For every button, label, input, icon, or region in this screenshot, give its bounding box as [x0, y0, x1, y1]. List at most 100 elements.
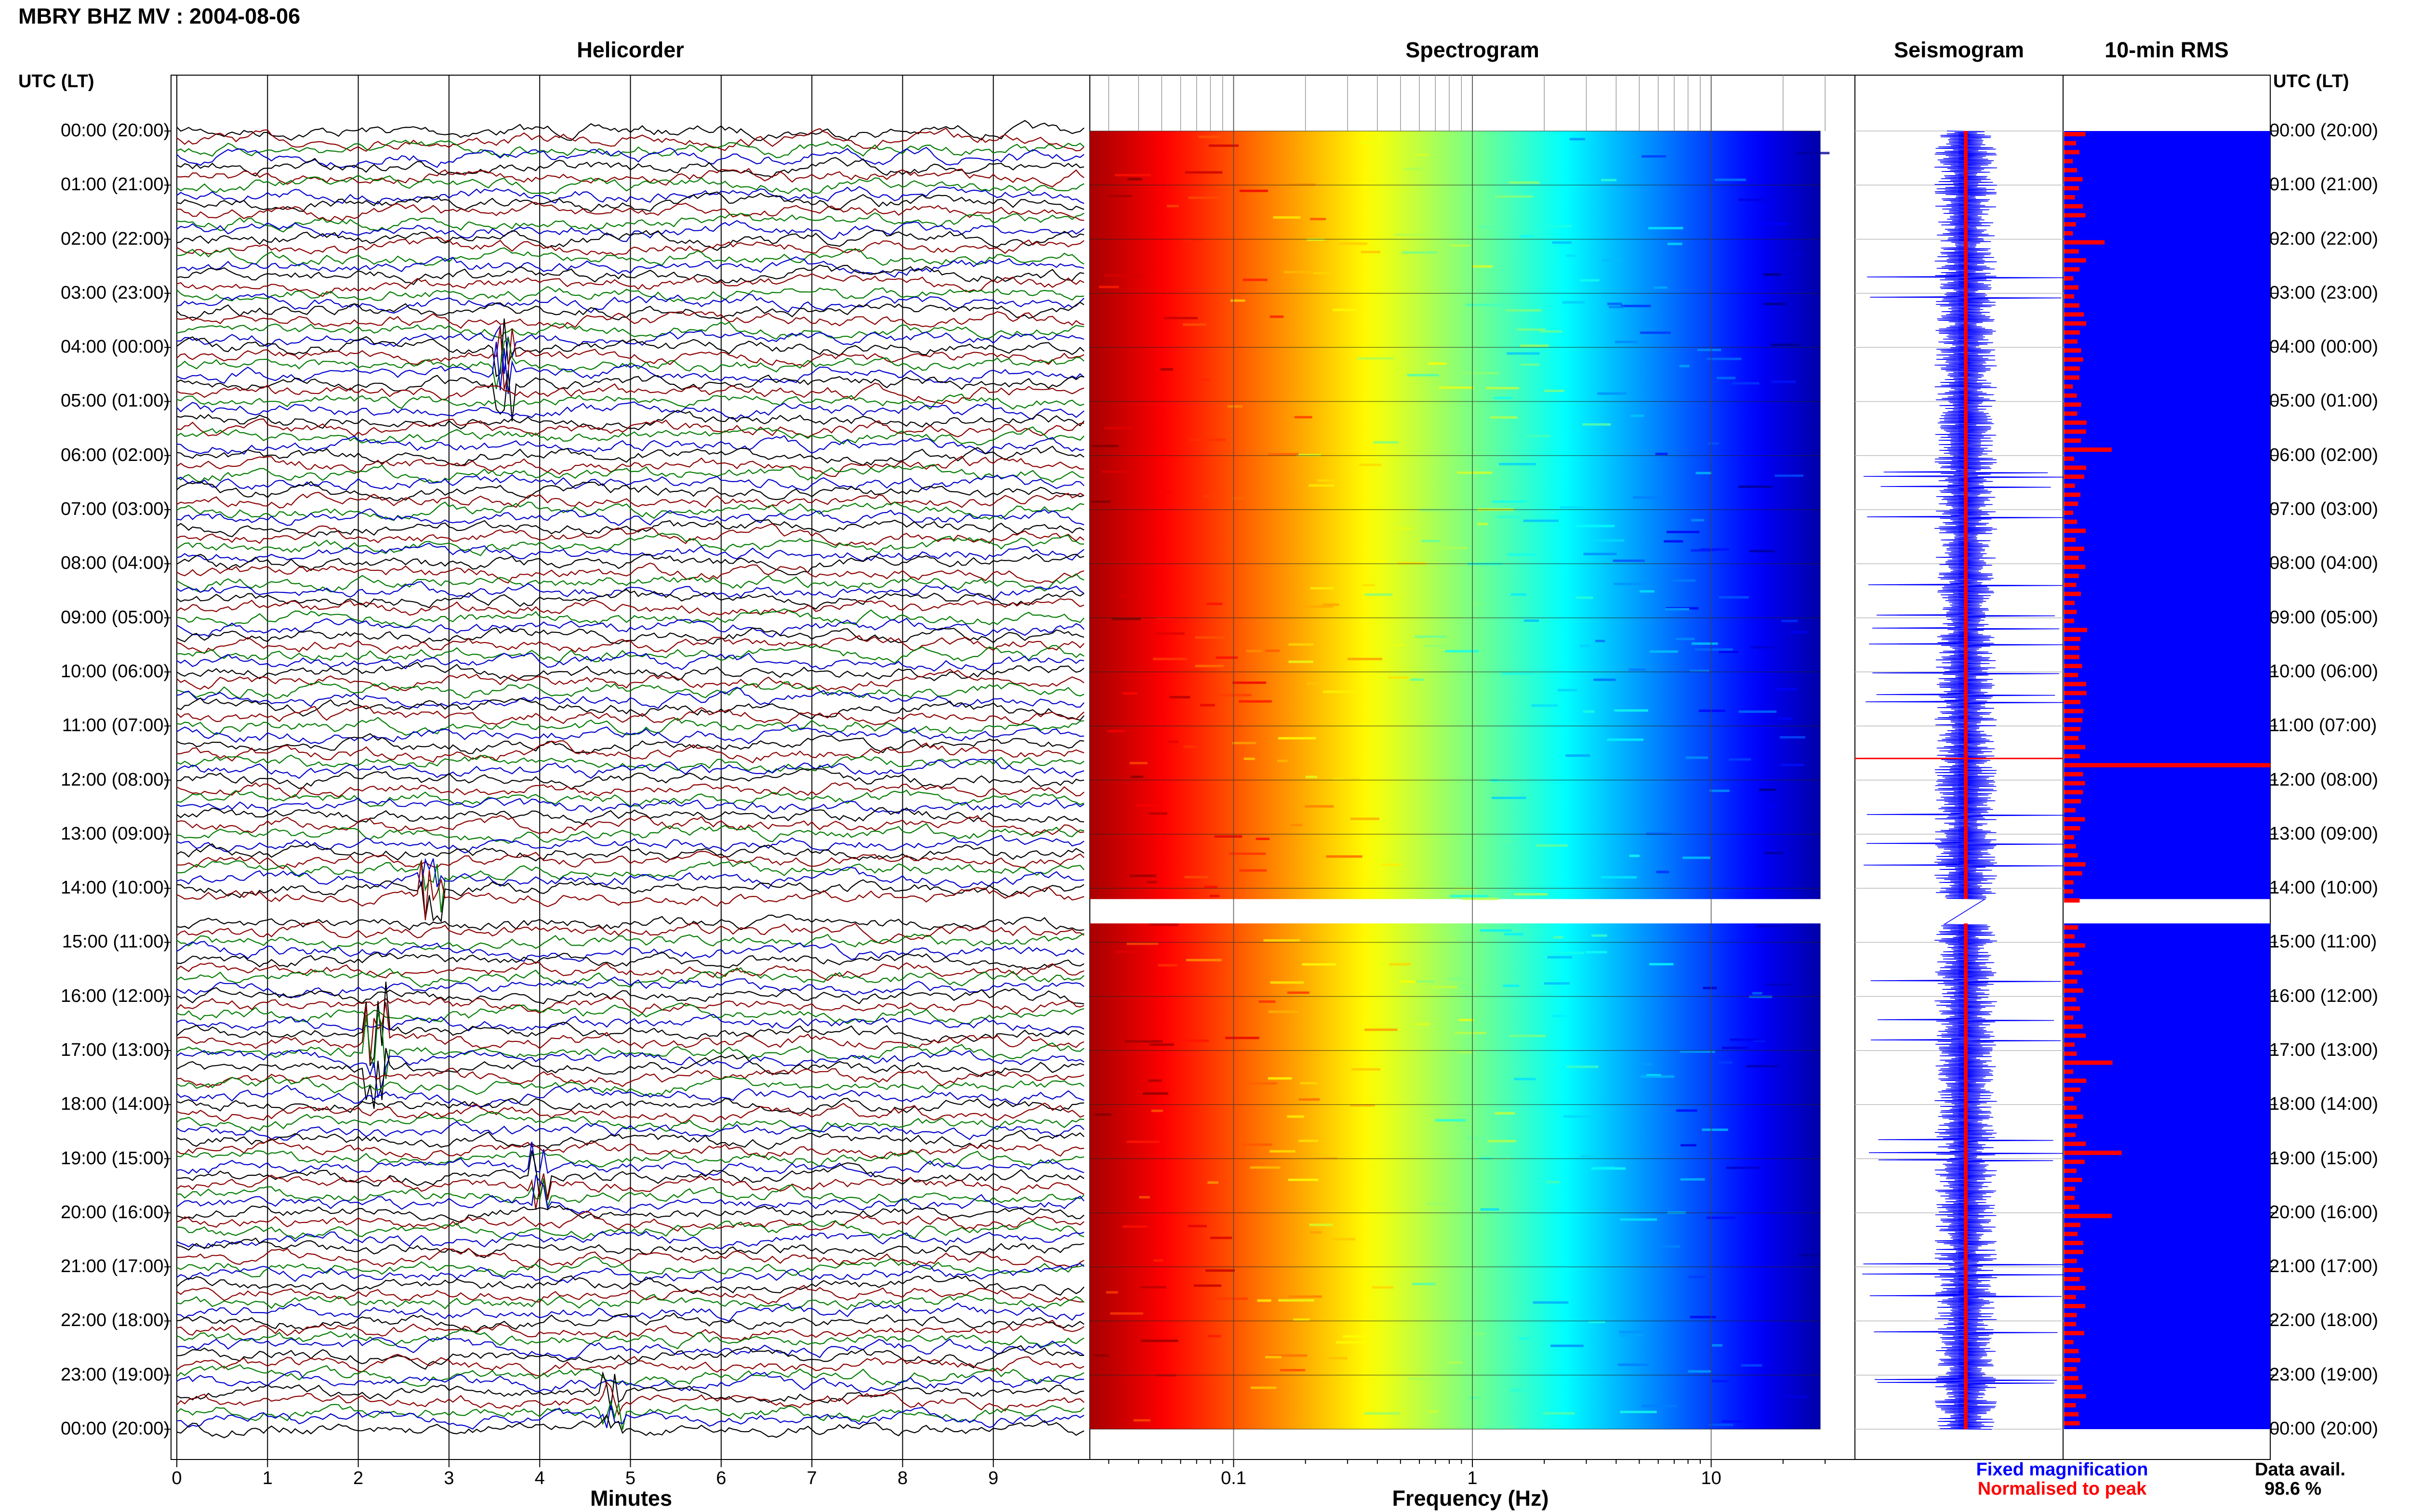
rms-bar [2064, 1259, 2077, 1263]
spectrogram-cell [1716, 377, 1736, 380]
spectrogram-cell [1241, 1143, 1272, 1146]
spectrogram-cell [1510, 1389, 1523, 1392]
spectrogram-cell [1287, 1115, 1304, 1118]
rms-bar [2064, 276, 2074, 281]
left-time-label: 08:00 (04:00) [60, 553, 170, 574]
spectrogram-cell [1620, 1410, 1657, 1413]
rms-bar [2064, 1286, 2086, 1290]
helicorder-trace [176, 608, 1085, 629]
spectrogram-cell [1372, 1286, 1394, 1289]
helicorder-trace [176, 409, 1085, 431]
spectrogram-cell [1288, 1295, 1322, 1298]
rms-bar [2064, 609, 2077, 614]
spectrogram-cell [1364, 593, 1393, 596]
spectrogram-cell [1200, 704, 1215, 707]
rms-bar [2064, 1024, 2083, 1029]
spectrogram-cell [1480, 929, 1512, 932]
left-time-label: 23:00 (19:00) [60, 1364, 170, 1385]
spectrogram-cell [1715, 178, 1746, 181]
spectrogram-cell [1158, 964, 1178, 967]
helicorder-trace [177, 324, 1085, 374]
spectrogram-cell [1373, 441, 1399, 444]
spectrogram-cell [1702, 1128, 1728, 1131]
helicorder-trace [176, 1302, 1085, 1322]
spectrogram-tick-label: 0.1 [1220, 1468, 1246, 1488]
spectrogram-cell [1123, 692, 1138, 695]
spectrogram-cell [1583, 552, 1617, 555]
spectrogram-cell [1601, 179, 1617, 182]
helicorder-trace [176, 127, 1085, 152]
spectrogram-cell [1566, 1065, 1599, 1068]
rms-bar [2064, 1033, 2086, 1038]
helicorder-trace [176, 1328, 1085, 1350]
spectrogram-cell [1155, 1374, 1177, 1377]
helicorder-trace [176, 996, 1085, 1014]
spectrogram-cell [1689, 670, 1710, 672]
right-time-label: 18:00 (14:00) [2269, 1094, 2379, 1115]
spectrogram-cell [1697, 349, 1721, 352]
rms-bar [2064, 1331, 2084, 1336]
helicorder-trace [176, 815, 1085, 836]
spectrogram-cell [1133, 1419, 1151, 1422]
rms-bar [2064, 1403, 2076, 1407]
spectrogram-cell [1752, 992, 1762, 995]
spectrogram-cell [1609, 305, 1624, 308]
spectrogram-cell [1468, 602, 1483, 605]
helicorder-trace [176, 951, 1085, 970]
left-time-label: 10:00 (06:00) [60, 661, 170, 682]
helicorder-trace [176, 733, 1085, 754]
helicorder-trace [176, 807, 1085, 825]
spectrogram-cell [1243, 278, 1268, 281]
helicorder-trace [176, 523, 1085, 546]
spectrogram-cell [1613, 559, 1645, 562]
spectrogram-cell [1183, 745, 1196, 748]
spectrogram-cell [1455, 1032, 1486, 1035]
spectrogram-cell [1749, 550, 1775, 552]
helicorder-trace [176, 435, 1085, 455]
spectrogram-cell [1707, 442, 1719, 445]
spectrogram-cell [1619, 1334, 1643, 1337]
rms-bar [2064, 1150, 2122, 1155]
spectrogram-cell [1652, 1245, 1680, 1248]
rms-bar [2064, 691, 2087, 696]
spectrogram-cell [1363, 560, 1386, 563]
right-time-label: 14:00 (10:00) [2269, 878, 2379, 898]
rms-bar [2064, 357, 2083, 362]
rms-bar [2064, 1213, 2112, 1218]
helicorder-trace [176, 1231, 1085, 1249]
spectrogram-cell [1546, 1181, 1561, 1183]
spectrogram-cell [1618, 1363, 1649, 1366]
spectrogram-cell [1457, 471, 1493, 474]
spectrogram-cell [1721, 1046, 1748, 1049]
spectrogram-cell [1521, 363, 1540, 366]
spectrogram-cell [1749, 995, 1773, 998]
right-time-axis-title: UTC (LT) [2273, 71, 2349, 92]
right-time-label: 06:00 (02:00) [2269, 445, 2379, 465]
spectrogram-x-label: Frequency (Hz) [1392, 1486, 1549, 1511]
left-time-label: 20:00 (16:00) [60, 1202, 170, 1223]
spectrogram-cell [1182, 323, 1206, 326]
spectrogram-cell [1680, 1050, 1715, 1053]
spectrogram-cell [1766, 983, 1793, 986]
spectrogram-cell [1116, 950, 1141, 953]
helicorder-trace [176, 401, 1085, 420]
data-avail-value: 98.6 % [2264, 1479, 2322, 1499]
helicorder-trace [176, 542, 1085, 563]
rms-background [2064, 131, 2270, 899]
rms-bar [2064, 637, 2080, 642]
spectrogram-cell [1447, 1361, 1463, 1364]
spectrogram-cell [1695, 472, 1712, 474]
spectrogram-cell [1544, 982, 1570, 985]
rms-bar [2064, 429, 2086, 434]
spectrogram-cell [1256, 838, 1270, 841]
spectrogram-cell [1691, 549, 1715, 552]
spectrogram-cell [1718, 596, 1749, 599]
helicorder-trace [176, 1312, 1085, 1332]
spectrogram-cell [1454, 887, 1475, 890]
helicorder-trace [176, 669, 1085, 692]
rms-bar [2064, 267, 2080, 272]
spectrogram-cell [1738, 485, 1773, 488]
rms-bar [2064, 465, 2086, 470]
helicorder-trace [176, 697, 1085, 721]
rms-bar [2064, 582, 2077, 587]
